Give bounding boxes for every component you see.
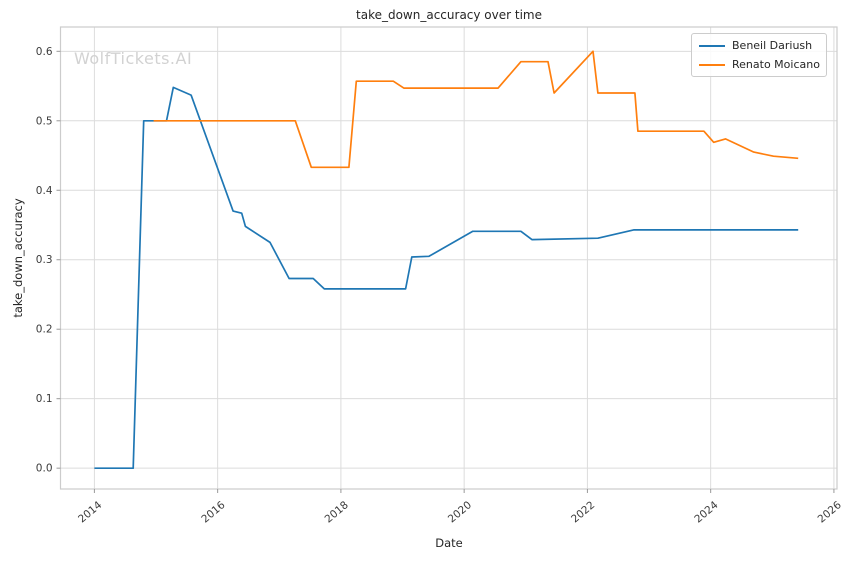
- y-axis-label: take_down_accuracy: [11, 198, 25, 318]
- x-tick-label: 2026: [816, 499, 844, 526]
- chart-title: take_down_accuracy over time: [356, 8, 542, 22]
- y-tick-label: 0.5: [36, 115, 53, 127]
- x-tick-label: 2024: [692, 499, 720, 526]
- y-tick-label: 0.0: [36, 463, 53, 475]
- y-tick-label: 0.6: [36, 46, 53, 58]
- x-tick-label: 2020: [446, 499, 474, 525]
- y-tick-label: 0.2: [36, 324, 53, 336]
- legend-label: Beneil Dariush: [732, 39, 813, 52]
- legend: Beneil Dariush Renato Moicano: [691, 33, 827, 77]
- legend-item: Beneil Dariush: [699, 39, 818, 52]
- x-axis-label: Date: [435, 536, 463, 550]
- y-tick-label: 0.3: [36, 254, 53, 266]
- watermark: WolfTickets.AI: [74, 49, 193, 68]
- x-tick-label: 2018: [323, 499, 351, 525]
- y-tick-label: 0.4: [36, 185, 53, 197]
- y-tick-label: 0.1: [36, 393, 53, 405]
- plot-border: [59, 26, 838, 490]
- series-line-renato-moicano: [153, 50, 799, 169]
- legend-line-swatch-blue: [699, 44, 725, 47]
- x-tick-label: 2014: [76, 499, 104, 526]
- legend-item: Renato Moicano: [699, 58, 820, 71]
- series-line-beneil-dariush: [94, 86, 799, 470]
- x-tick-label: 2022: [569, 499, 597, 525]
- legend-line-swatch-orange: [699, 63, 725, 66]
- legend-label: Renato Moicano: [732, 58, 820, 71]
- x-tick-label: 2016: [199, 499, 227, 526]
